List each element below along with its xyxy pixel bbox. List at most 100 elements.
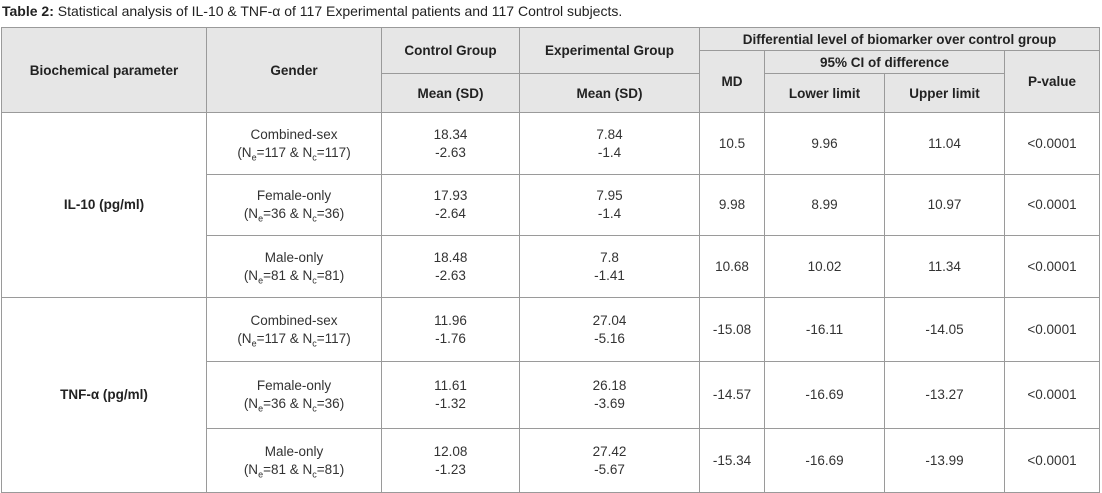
- ne-subscript: e: [251, 338, 257, 349]
- gender-cell: Female-only (Ne=36 & Nc=36): [206, 361, 382, 429]
- experimental-cell: 27.04 -5.16: [519, 297, 700, 362]
- nc-value: 117: [324, 330, 347, 346]
- gender-cell: Male-only (Ne=81 & Nc=81): [206, 235, 382, 298]
- header-control-mean-sd: Mean (SD): [381, 73, 520, 113]
- ne-subscript: e: [258, 469, 264, 480]
- experimental-sd: -1.41: [594, 267, 625, 283]
- table-caption: Table 2: Statistical analysis of IL-10 &…: [2, 3, 622, 19]
- ne-subscript: e: [258, 213, 264, 224]
- sample-sizes: (Ne=36 & Nc=36): [243, 206, 345, 224]
- experimental-mean: 7.8: [600, 249, 619, 265]
- control-sd: -1.32: [435, 396, 466, 411]
- header-lower-limit: Lower limit: [764, 73, 885, 113]
- header-p-value: P-value: [1003, 50, 1101, 113]
- upper-limit-cell: 10.97: [884, 174, 1005, 236]
- experimental-cell: 7.84 -1.4: [519, 112, 700, 175]
- nc-subscript: c: [312, 338, 317, 349]
- md-cell: 9.98: [699, 174, 765, 236]
- nc-subscript: c: [312, 213, 317, 224]
- lower-limit-cell: -16.11: [764, 297, 885, 362]
- md-cell: -14.57: [699, 361, 765, 429]
- header-experimental-group: Experimental Group: [519, 27, 700, 74]
- experimental-cell: 7.95 -1.4: [519, 174, 700, 236]
- parameter-cell: IL-10 (pg/ml): [1, 112, 207, 298]
- experimental-mean: 7.84: [596, 126, 623, 142]
- header-differential: Differential level of biomarker over con…: [698, 27, 1101, 51]
- control-mean: 17.93: [433, 188, 468, 203]
- nc-value: 36: [324, 206, 340, 221]
- gender-label: Female-only: [256, 378, 332, 393]
- sample-sizes: (Ne=81 & Nc=81): [243, 267, 345, 286]
- header-row-2: MD 95% CI of difference P-value: [2, 50, 1101, 113]
- md-cell: 10.5: [699, 112, 765, 175]
- control-mean: 18.48: [433, 249, 468, 265]
- nc-value: 117: [324, 144, 347, 160]
- header-gender: Gender: [206, 27, 382, 113]
- experimental-mean: 27.42: [592, 443, 627, 459]
- table-row: Female-only (Ne=36 & Nc=36) 17.93 -2.64 7.95…: [2, 174, 1101, 236]
- md-cell: -15.08: [699, 297, 765, 362]
- upper-limit-cell: 11.34: [884, 235, 1005, 298]
- control-cell: 18.48 -2.63: [381, 235, 520, 298]
- control-sd: -2.63: [435, 144, 466, 160]
- experimental-cell: 7.8 -1.41: [519, 235, 700, 298]
- ne-subscript: e: [251, 152, 257, 163]
- experimental-cell: 27.42 -5.67: [519, 428, 700, 493]
- experimental-mean: 26.18: [592, 378, 627, 393]
- gender-label: Male-only: [264, 249, 324, 265]
- upper-limit-cell: -13.27: [884, 361, 1005, 429]
- lower-limit-cell: 10.02: [764, 235, 885, 298]
- table-row: Female-only (Ne=36 & Nc=36) 11.61 -1.32 26.1…: [2, 361, 1101, 429]
- control-cell: 17.93 -2.64: [381, 174, 520, 236]
- header-control-group: Control Group: [381, 27, 520, 74]
- control-sd: -2.64: [435, 206, 466, 221]
- nc-subscript: c: [312, 275, 317, 286]
- parameter-cell: TNF-α (pg/ml): [1, 297, 207, 493]
- experimental-cell: 26.18 -3.69: [519, 361, 700, 429]
- header-row-1: Biochemical parameter Gender Control Gro…: [1, 27, 1101, 113]
- ne-subscript: e: [258, 275, 264, 286]
- sample-sizes: (Ne=117 & Nc=117): [237, 144, 351, 163]
- gender-label: Combined-sex: [250, 126, 338, 142]
- experimental-sd: -5.67: [594, 461, 625, 477]
- md-cell: -15.34: [699, 428, 765, 493]
- p-value-cell: <0.0001: [1003, 297, 1101, 362]
- header-experimental-mean-sd: Mean (SD): [519, 73, 700, 113]
- nc-value: 81: [324, 267, 340, 283]
- control-mean: 18.34: [433, 126, 468, 142]
- header-biochemical-parameter: Biochemical parameter: [1, 27, 207, 113]
- experimental-sd: -1.4: [597, 206, 622, 221]
- ne-subscript: e: [258, 403, 264, 414]
- lower-limit-cell: -16.69: [764, 428, 885, 493]
- nc-value: 81: [324, 461, 340, 477]
- control-cell: 11.96 -1.76: [381, 297, 520, 362]
- gender-label: Male-only: [264, 443, 324, 459]
- control-mean: 11.61: [434, 378, 467, 393]
- caption-text: Statistical analysis of IL-10 & TNF-α of…: [57, 3, 623, 19]
- experimental-mean: 27.04: [592, 312, 627, 328]
- ne-value: 81: [270, 267, 286, 283]
- header-md: MD: [699, 50, 765, 113]
- gender-cell: Combined-sex (Ne=117 & Nc=117): [206, 112, 382, 175]
- control-sd: -1.23: [435, 461, 466, 477]
- ne-value: 36: [270, 396, 286, 411]
- experimental-sd: -1.4: [597, 144, 622, 160]
- p-value-cell: <0.0001: [1003, 235, 1101, 298]
- control-sd: -1.76: [435, 330, 466, 346]
- table-row: IL-10 (pg/ml) Combined-sex (Ne=117 & Nc=11…: [1, 112, 1101, 298]
- header-upper-limit: Upper limit: [884, 73, 1005, 113]
- table-row: TNF-α (pg/ml) Combined-sex (Ne=117 & Nc=11…: [1, 297, 1101, 493]
- lower-limit-cell: -16.69: [764, 361, 885, 429]
- header-row-3: Mean (SD) Mean (SD) Lower limit Upper li…: [2, 73, 1100, 113]
- experimental-sd: -5.16: [594, 330, 625, 346]
- lower-limit-cell: 8.99: [764, 174, 885, 236]
- table-body: IL-10 (pg/ml) Combined-sex (Ne=117 & Nc=11…: [1, 112, 1101, 493]
- control-mean: 12.08: [433, 443, 468, 459]
- lower-limit-cell: 9.96: [764, 112, 885, 175]
- p-value-cell: <0.0001: [1003, 361, 1101, 429]
- table-row: Male-only (Ne=81 & Nc=81) 18.48 -2.63 7.8 -1.…: [2, 235, 1101, 298]
- ne-value: 117: [264, 330, 286, 346]
- caption-label: Table 2:: [2, 3, 54, 19]
- header-ci: 95% CI of difference: [764, 50, 1005, 74]
- nc-value: 36: [324, 396, 340, 411]
